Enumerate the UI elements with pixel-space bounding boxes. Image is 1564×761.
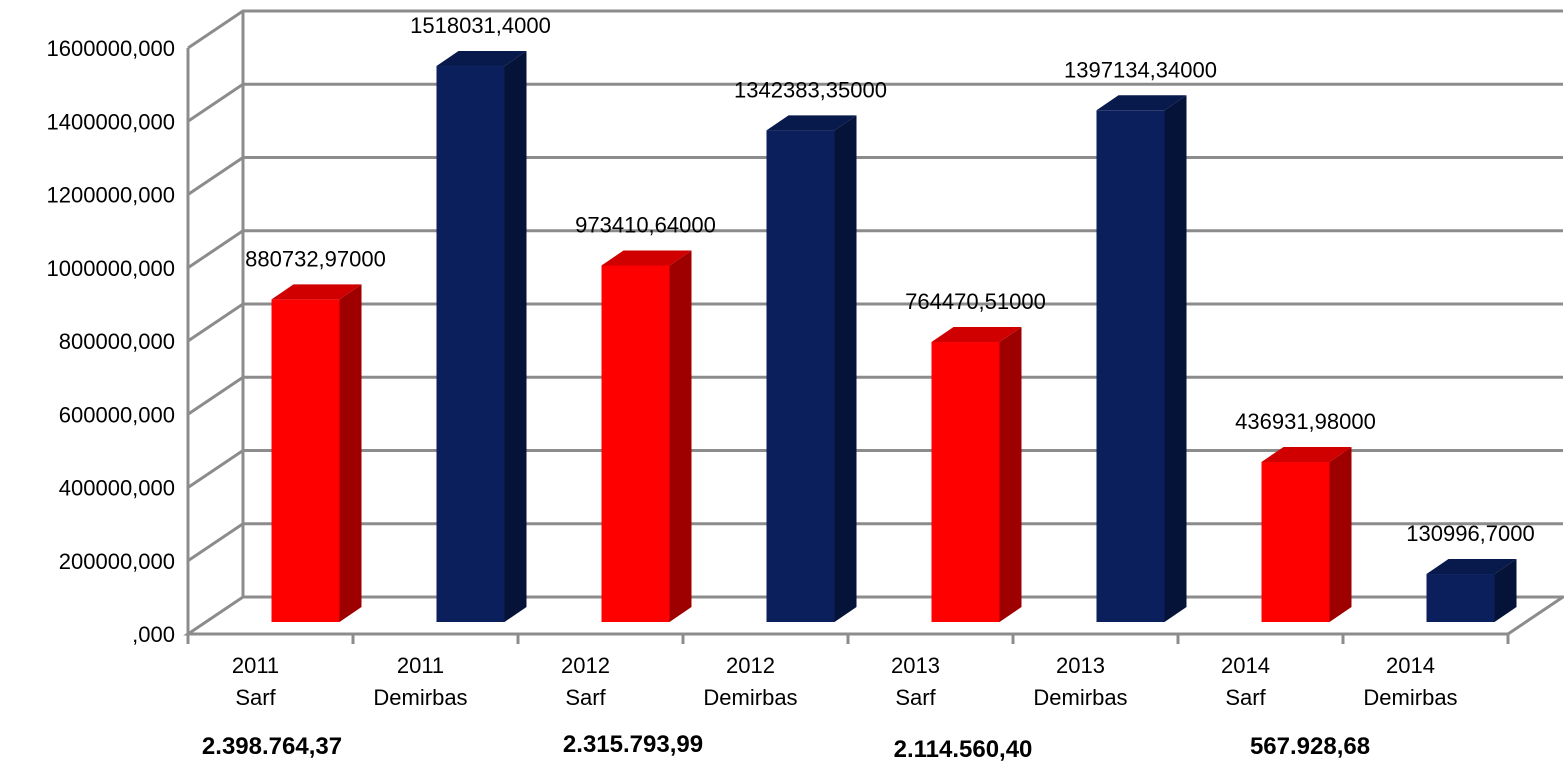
year-totals: 2.398.764,37 2.315.793,99 2.114.560,40 567.… [202,731,1370,761]
gridline [187,302,1563,343]
data-label: 764470,51000 [905,289,1046,314]
year-total: 2.114.560,40 [894,736,1033,761]
x-tick-label: Demirbas [1033,685,1127,710]
bar-top [1426,559,1517,575]
x-tick-label: 2011 [232,653,279,678]
bar [601,265,670,622]
bar [1096,110,1165,622]
bar-side [339,284,362,622]
gridline [187,156,1563,196]
x-tick-label: Sarf [895,685,936,710]
data-label: 1342383,35000 [734,77,887,102]
x-tick-label: 2013 [891,653,940,678]
y-tick-label: 1600000,000 [47,36,175,61]
bar [271,299,340,622]
y-tick-label: 400000,000 [59,476,175,501]
x-tick-label: Sarf [565,685,606,710]
bar [766,130,835,622]
x-tick-label: Demirbas [703,685,797,710]
gridlines [183,9,1564,644]
bar-side [1164,95,1187,622]
y-tick-label: 600000,000 [59,402,175,427]
bar-side [1329,446,1352,622]
year-total: 2.315.793,99 [563,731,703,758]
bar-side [834,115,857,622]
y-tick-label: 200000,000 [59,549,175,574]
bar-top [766,115,857,131]
data-label: 1518031,4000 [410,13,551,38]
data-label: 1397134,34000 [1064,57,1217,82]
x-tick-label: 2012 [726,653,775,678]
data-label: 130996,7000 [1406,521,1534,546]
bar-top [1096,95,1187,111]
gridline [187,9,1563,50]
y-tick-label: ,000 [132,622,175,647]
year-total: 2.398.764,37 [202,733,342,760]
x-tick-label: 2011 [397,653,444,678]
y-tick-label: 1000000,000 [47,256,175,281]
x-tick-label: 2013 [1056,653,1105,678]
y-tick-label: 800000,000 [59,329,175,354]
bar-side [669,250,692,623]
data-label: 436931,98000 [1235,409,1376,434]
bar-top [601,250,692,266]
gridline [187,229,1563,269]
gridline [187,449,1563,489]
bar-top [931,327,1022,343]
data-label: 880732,97000 [245,246,386,271]
bar [931,342,1000,622]
x-tick-label: Demirbas [1363,685,1457,710]
x-tick-label: 2012 [561,653,610,678]
floor-plane [183,595,1564,636]
bar-side [999,327,1022,622]
x-tick-label: 2014 [1221,653,1270,678]
x-tick-label: Demirbas [373,685,467,710]
bar [436,66,505,622]
bar-top [436,51,527,67]
x-tick-label: Sarf [1225,685,1266,710]
y-tick-label: 1400000,000 [47,109,175,134]
gridline [187,522,1563,562]
bar-top [1261,446,1352,462]
data-labels: 880732,97000 1518031,4000 973410,64000 1342… [245,13,1535,546]
data-label: 973410,64000 [575,212,716,237]
bar [1261,461,1330,622]
bar-side [1494,559,1517,622]
y-tick-label: 1200000,000 [47,183,175,208]
year-total: 567.928,68 [1250,733,1370,760]
bar-side [504,51,527,623]
bars [271,51,1517,623]
bar-top [271,284,362,300]
x-tick-label: Sarf [235,685,276,710]
bar [1426,574,1495,622]
x-tick-label: 2014 [1386,653,1435,678]
x-axis-tick-labels: 2011 Sarf 2011 Demirbas 2012 Sarf 2012 Demirbas… [232,653,1458,710]
y-axis-tick-labels: ,000 200000,000 400000,000 600000,000 800000… [47,36,175,647]
